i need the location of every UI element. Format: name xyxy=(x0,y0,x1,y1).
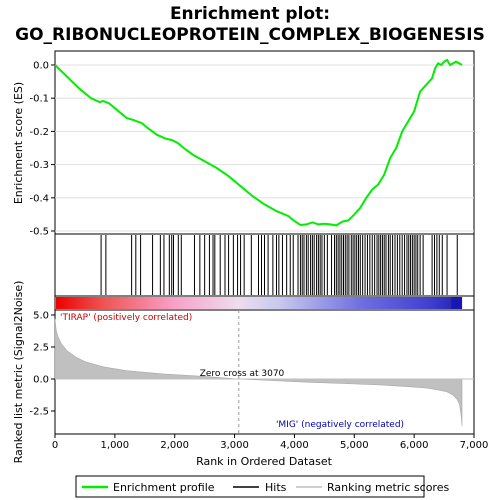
es-plot-frame xyxy=(54,50,475,235)
rank-panel: 5.0 2.5 0.0 -2.5 'TIRAP' (positively correl… xyxy=(12,281,475,464)
positive-correlation-label: 'TIRAP' (positively correlated) xyxy=(60,313,192,323)
x-axis-ticks: 0 1,000 2,000 3,000 4,000 5,000 6,000 7,000 xyxy=(52,434,489,451)
x-tick-label: 1,000 xyxy=(101,440,130,451)
legend-enrichment-label: Enrichment profile xyxy=(113,481,215,494)
x-tick-label: 3,000 xyxy=(220,440,249,451)
x-tick-label: 0 xyxy=(52,440,58,451)
enrichment-profile-line xyxy=(54,58,463,227)
chart-title-line1: Enrichment plot: xyxy=(170,4,330,24)
rank-tick-label: 2.5 xyxy=(33,343,49,354)
colorbar-end-block xyxy=(451,297,463,309)
legend-ranking-label: Ranking metric scores xyxy=(327,481,449,494)
colorbar-gradient xyxy=(56,297,462,309)
es-y-axis-label: Enrichment score (ES) xyxy=(12,82,25,204)
rank-y-ticks: 5.0 2.5 0.0 -2.5 xyxy=(29,311,55,418)
es-tick-label: -0.4 xyxy=(29,193,49,204)
x-axis-label: Rank in Ordered Dataset xyxy=(196,455,333,468)
legend: Enrichment profile Hits Ranking metric s… xyxy=(75,475,449,498)
x-tick-label: 2,000 xyxy=(160,440,189,451)
x-tick-label: 5,000 xyxy=(340,440,369,451)
hits-panel xyxy=(54,233,475,297)
chart-title-line2: GO_RIBONUCLEOPROTEIN_COMPLEX_BIOGENESIS xyxy=(15,25,485,45)
zero-cross-label: Zero cross at 3070 xyxy=(200,369,285,379)
es-y-ticks: 0.0 -0.1 -0.2 -0.3 -0.4 -0.5 xyxy=(29,61,55,238)
es-tick-label: -0.2 xyxy=(29,127,49,138)
es-tick-label: -0.1 xyxy=(29,94,49,105)
hit-lines xyxy=(100,235,458,295)
negative-correlation-label: 'MIG' (negatively correlated) xyxy=(276,420,404,430)
es-panel: 0.0 -0.1 -0.2 -0.3 -0.4 -0.5 Enrichment score… xyxy=(12,50,475,238)
es-tick-label: -0.3 xyxy=(29,160,49,171)
x-tick-label: 4,000 xyxy=(280,440,309,451)
rank-colorbar xyxy=(54,295,475,311)
rank-tick-label: 0.0 xyxy=(33,375,49,386)
es-tick-label: 0.0 xyxy=(33,61,49,72)
legend-hits-label: Hits xyxy=(265,481,287,494)
ranking-metric-area xyxy=(54,318,463,427)
x-tick-label: 7,000 xyxy=(460,440,489,451)
rank-tick-label: -2.5 xyxy=(29,407,49,418)
x-tick-label: 6,000 xyxy=(400,440,429,451)
es-gridlines xyxy=(55,64,474,232)
rank-tick-label: 5.0 xyxy=(33,311,49,322)
es-tick-label: -0.5 xyxy=(29,227,49,238)
rank-y-axis-label: Ranked list metric (Signal2Noise) xyxy=(12,281,25,464)
